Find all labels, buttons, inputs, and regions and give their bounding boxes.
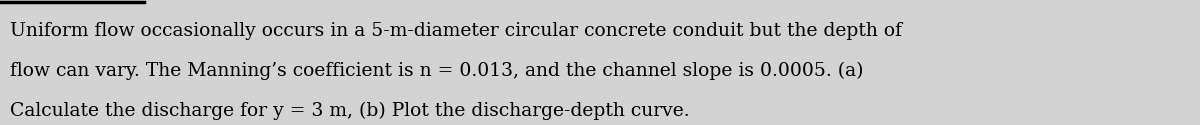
Text: Uniform flow occasionally occurs in a 5-m-diameter circular concrete conduit but: Uniform flow occasionally occurs in a 5-… bbox=[10, 22, 901, 40]
Text: flow can vary. The Manning’s coefficient is n = 0.013, and the channel slope is : flow can vary. The Manning’s coefficient… bbox=[10, 62, 863, 80]
Text: Calculate the discharge for y = 3 m, (b) Plot the discharge-depth curve.: Calculate the discharge for y = 3 m, (b)… bbox=[10, 102, 689, 120]
